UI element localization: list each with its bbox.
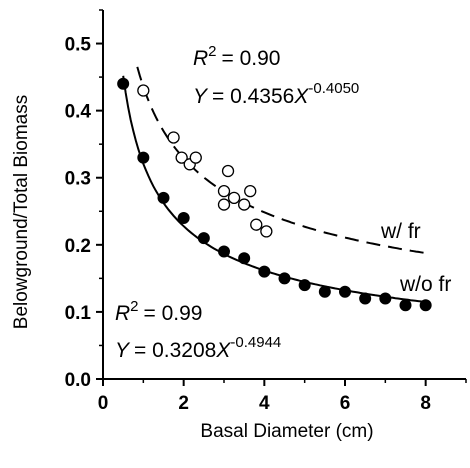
x-tick-label: 4: [259, 393, 270, 414]
point-with-fr: [217, 184, 231, 198]
point-without-fr: [419, 299, 432, 312]
point-with-fr: [189, 151, 202, 164]
fit-curve-without-fr: [122, 75, 426, 303]
point-with-fr: [238, 198, 251, 211]
point-with-fr: [227, 191, 241, 205]
series-label-with-fr: w/ fr: [380, 220, 421, 243]
point-with-fr: [250, 218, 263, 231]
fit-curves: [122, 66, 426, 303]
point-without-fr: [117, 77, 130, 90]
point-with-fr: [137, 84, 150, 97]
x-tick-label: 0: [98, 393, 109, 414]
point-without-fr: [379, 292, 392, 305]
point-without-fr: [298, 279, 311, 292]
point-without-fr: [359, 292, 372, 305]
x-tick-label: 6: [340, 393, 351, 414]
y-tick-label: 0.2: [65, 236, 91, 257]
y-tick-label: 0.5: [65, 35, 92, 56]
annotation-equation-with-fr: Y = 0.4356X-0.4050: [193, 80, 359, 108]
point-without-fr: [318, 285, 331, 298]
point-without-fr: [238, 252, 251, 265]
data-points: [117, 77, 432, 312]
y-tick-label: 0.4: [65, 102, 92, 123]
y-tick-label: 0.0: [65, 370, 91, 391]
y-tick-label: 0.1: [65, 303, 92, 324]
fit-curve-with-fr: [136, 66, 426, 255]
point-without-fr: [137, 151, 150, 164]
x-axis: 0 2 4 6 8: [98, 379, 467, 414]
x-tick-label: 8: [420, 393, 431, 414]
y-axis-title: Belowground/Total Biomass: [11, 95, 32, 329]
annotation-r2-without-fr: R2 = 0.99: [115, 298, 203, 325]
point-without-fr: [278, 272, 291, 285]
point-without-fr: [218, 245, 230, 258]
point-with-fr: [260, 225, 273, 238]
point-without-fr: [339, 285, 351, 298]
point-without-fr: [157, 191, 170, 204]
point-without-fr: [258, 265, 271, 278]
point-with-fr: [175, 151, 188, 164]
x-tick-label: 2: [178, 393, 189, 414]
y-axis: 0.0 0.1 0.2 0.3 0.4 0.5: [65, 9, 103, 391]
point-without-fr: [399, 299, 412, 312]
x-axis-title: Basal Diameter (cm): [200, 421, 373, 442]
y-tick-label: 0.3: [65, 169, 91, 190]
point-without-fr: [177, 211, 190, 224]
point-with-fr: [221, 164, 235, 178]
plot-frame: [102, 10, 466, 380]
series-label-without-fr: w/o fr: [399, 273, 451, 296]
annotation-equation-without-fr: Y = 0.3208X-0.4944: [115, 334, 281, 362]
point-with-fr: [217, 198, 231, 211]
point-with-fr: [167, 131, 180, 144]
point-without-fr: [197, 232, 210, 245]
annotation-r2-with-fr: R2 = 0.90: [193, 43, 281, 70]
point-with-fr: [244, 184, 257, 198]
